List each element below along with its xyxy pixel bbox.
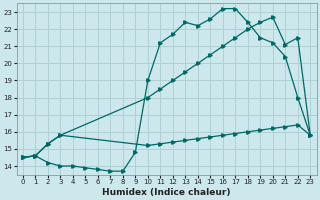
X-axis label: Humidex (Indice chaleur): Humidex (Indice chaleur): [102, 188, 231, 197]
